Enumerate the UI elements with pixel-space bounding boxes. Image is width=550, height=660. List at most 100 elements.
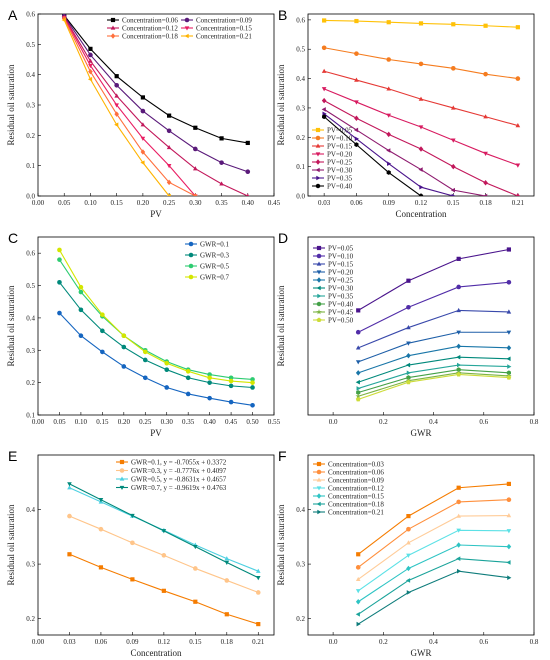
series-line-4 [63, 17, 196, 196]
x-axis-label: PV [150, 428, 162, 438]
x-tick-label: 0.30 [161, 418, 174, 426]
legend-swatch-marker [316, 270, 322, 275]
legend-swatch-marker [188, 252, 194, 258]
legend-swatch-marker [316, 309, 322, 315]
data-point [57, 257, 62, 262]
data-point [207, 395, 212, 401]
data-point [114, 93, 119, 98]
legend-entry: PV=0.40 [327, 183, 353, 191]
data-point [355, 565, 361, 570]
y-tick-label: 0.6 [26, 250, 35, 258]
legend-swatch-marker [316, 486, 322, 491]
legend-entry: PV=0.35 [327, 175, 353, 183]
series-line-2 [357, 281, 509, 333]
data-point [356, 308, 361, 313]
data-point [255, 590, 261, 595]
data-point [61, 17, 66, 23]
data-point [166, 144, 172, 150]
series-line-9 [358, 372, 509, 397]
legend-entry: GWR=0.5 [200, 263, 230, 271]
data-point [355, 379, 360, 385]
x-tick-label: 0.00 [32, 638, 45, 646]
data-point [224, 556, 230, 561]
data-point [140, 149, 146, 155]
legend-swatch-marker [315, 127, 321, 133]
y-tick-label: 0.2 [296, 615, 305, 623]
data-point [114, 74, 119, 79]
legend-entry: PV=0.10 [328, 253, 354, 261]
x-tick-label: 0.15 [447, 199, 460, 207]
x-tick-label: 0.12 [158, 638, 171, 646]
data-point [140, 136, 146, 141]
x-tick-label: 0.03 [318, 199, 331, 207]
x-axis-label: GWR [411, 428, 432, 438]
data-point [250, 402, 255, 408]
legend-entry: PV=0.20 [327, 151, 353, 159]
x-tick-label: 0.09 [383, 199, 396, 207]
data-point [456, 362, 462, 368]
x-tick-label: 0.21 [252, 638, 265, 646]
series-line-1 [357, 248, 509, 311]
legend-swatch-marker [316, 469, 322, 475]
data-point [406, 352, 411, 359]
data-point [406, 513, 411, 519]
data-point [456, 499, 461, 505]
legend-swatch-marker [316, 317, 322, 323]
data-point [418, 21, 424, 26]
data-point [250, 385, 255, 390]
data-point [78, 289, 84, 295]
x-tick-label: 0.4 [429, 638, 438, 646]
legend-swatch-marker [315, 152, 321, 157]
data-point [161, 588, 166, 593]
x-tick-label: 0.2 [379, 418, 388, 426]
legend-entry: PV=0.40 [328, 301, 354, 309]
series-line-3 [357, 515, 509, 580]
y-tick-label: 0.4 [296, 75, 305, 83]
series-line-4 [358, 331, 509, 363]
data-point [451, 22, 456, 27]
data-point [114, 82, 119, 88]
legend-entry: GWR=0.3 [200, 252, 230, 260]
data-point [100, 312, 105, 317]
data-point [354, 18, 359, 24]
data-point [506, 370, 511, 376]
series-line-8 [323, 116, 422, 196]
data-point [456, 330, 461, 335]
y-tick-label: 0.4 [26, 506, 35, 514]
legend-swatch-marker [316, 461, 322, 467]
x-axis-label: PV [150, 209, 162, 219]
legend-swatch-marker [316, 253, 322, 259]
data-point [406, 379, 411, 385]
data-point [386, 20, 391, 25]
data-point [87, 76, 93, 82]
x-tick-label: 0.21 [512, 199, 525, 207]
legend-entry: PV=0.10 [327, 135, 353, 143]
legend-entry: Concentration=0.18 [122, 33, 178, 41]
data-point [166, 179, 172, 186]
data-point [515, 163, 521, 168]
data-point [353, 127, 359, 133]
legend-swatch-marker [315, 159, 321, 165]
y-tick-label: 0.1 [26, 162, 35, 170]
data-point [406, 590, 411, 595]
data-point [356, 552, 361, 557]
data-point [246, 193, 250, 196]
legend-swatch-marker [315, 135, 321, 141]
series-line-3 [358, 309, 509, 349]
data-point [386, 113, 392, 118]
y-tick-label: 0.5 [26, 282, 35, 290]
data-point [355, 370, 361, 376]
legend-swatch-marker [119, 468, 125, 473]
x-tick-label: 0.00 [32, 418, 45, 426]
x-tick-label: 0.00 [32, 199, 45, 207]
legend-entry: PV=0.25 [328, 277, 354, 285]
legend-entry: GWR=0.5, y = -0.8631x + 0.4657 [131, 476, 227, 484]
x-tick-label: 0.05 [53, 418, 66, 426]
legend-entry: PV=0.20 [328, 269, 354, 277]
data-point [67, 485, 72, 490]
data-point [506, 529, 512, 534]
series-line-2 [357, 499, 509, 568]
data-point [142, 357, 148, 363]
y-tick-label: 0.6 [296, 16, 305, 24]
